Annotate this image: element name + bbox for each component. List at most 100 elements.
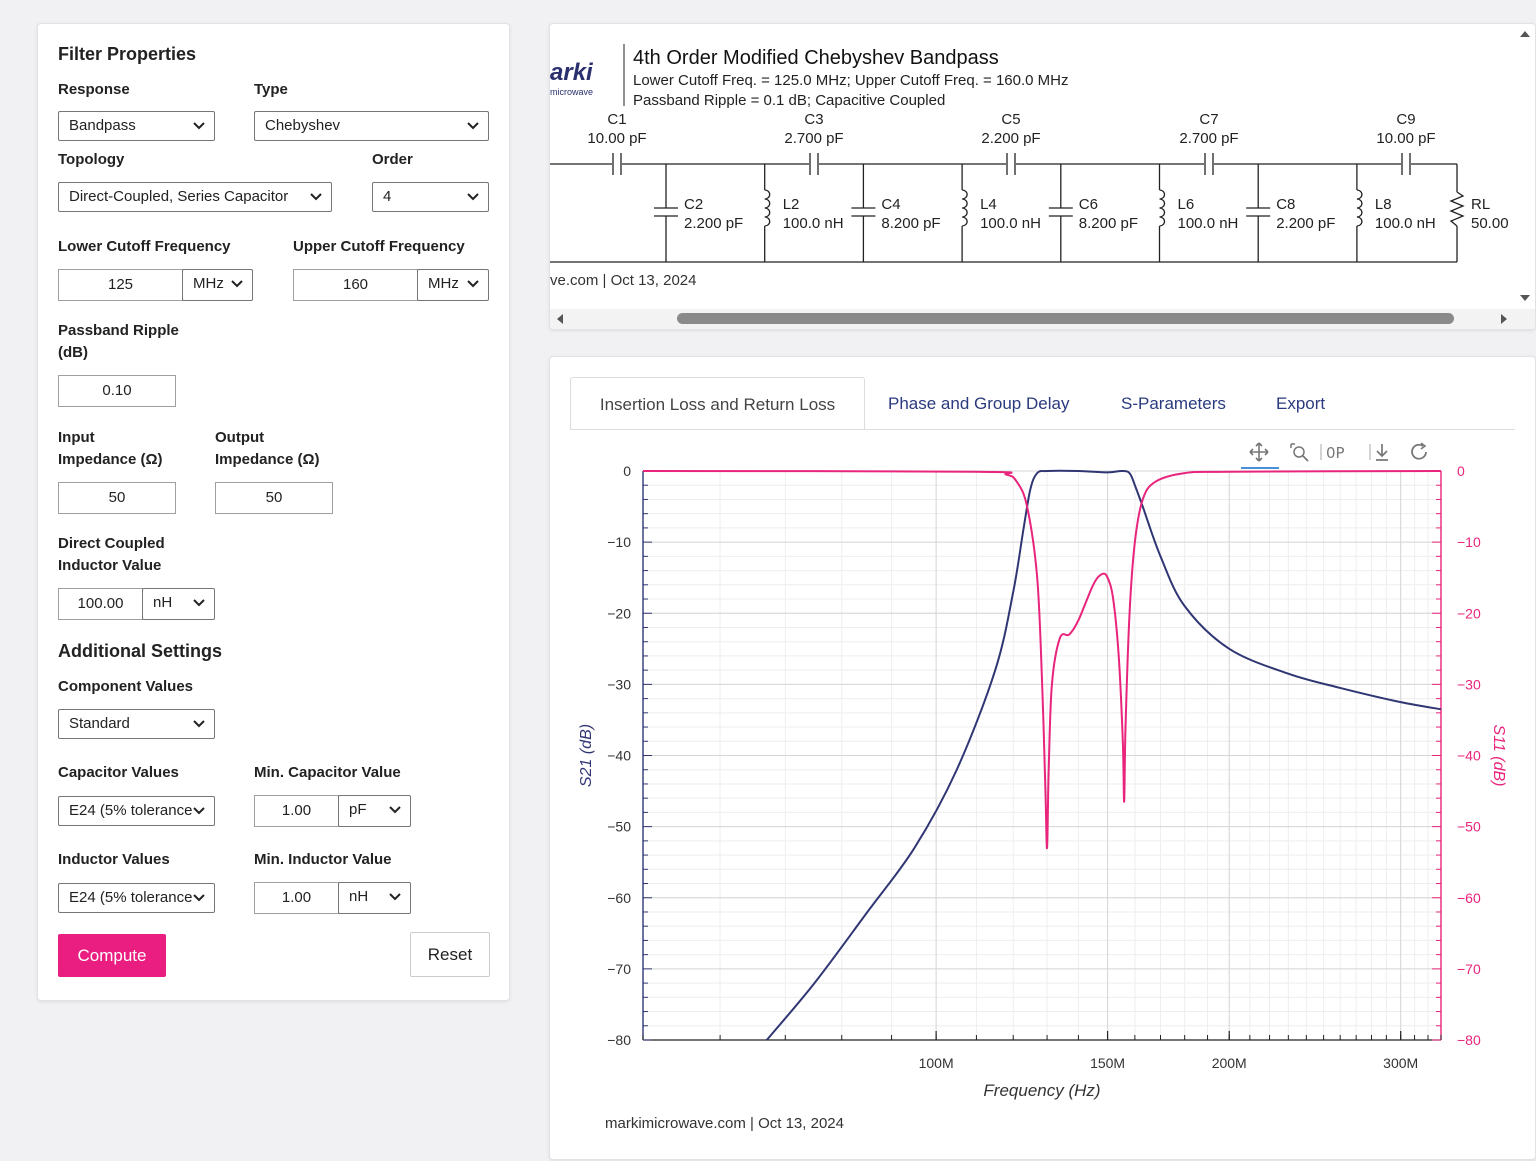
tab-phase-group-delay[interactable]: Phase and Group Delay: [888, 394, 1070, 413]
series-capacitor-value: 2.700 pF: [1179, 130, 1238, 147]
inductor-values-value: E24 (5% tolerance): [69, 889, 198, 906]
tab-s-parameters[interactable]: S-Parameters: [1121, 394, 1226, 413]
schematic-title: 4th Order Modified Chebyshev Bandpass: [633, 47, 999, 69]
order-value: 4: [383, 188, 392, 205]
dc-inductor-unit-select[interactable]: nH: [142, 588, 215, 620]
chevron-down-icon: [467, 280, 479, 288]
reset-icon[interactable]: [1408, 441, 1430, 463]
lower-cutoff-input[interactable]: 125: [58, 269, 183, 301]
scroll-right-icon[interactable]: [1498, 313, 1510, 325]
series-capacitor-name: C1: [607, 111, 626, 128]
schematic-footer: ve.com | Oct 13, 2024: [550, 272, 696, 289]
compute-button[interactable]: Compute: [58, 934, 166, 977]
output-impedance-input[interactable]: 50: [215, 482, 333, 514]
capacitor-values-select[interactable]: E24 (5% tolerance): [58, 796, 215, 826]
scroll-down-icon[interactable]: [1519, 292, 1531, 304]
shunt-component-name: C8: [1276, 196, 1295, 213]
shunt-inductor-L4-coil: [962, 189, 968, 227]
min-inductor-unit: nH: [349, 888, 369, 905]
dc-inductor-label: Direct Coupled Inductor Value: [58, 533, 165, 577]
upper-cutoff-unit-select[interactable]: MHz: [417, 269, 489, 301]
min-inductor-input[interactable]: 1.00: [254, 882, 339, 914]
component-values-value: Standard: [69, 715, 130, 732]
type-value: Chebyshev: [265, 117, 341, 134]
lower-cutoff-unit-select[interactable]: MHz: [182, 269, 253, 301]
lower-cutoff-label: Lower Cutoff Frequency: [58, 238, 231, 255]
input-impedance-input[interactable]: 50: [58, 482, 176, 514]
zoom-box-icon[interactable]: [1288, 441, 1310, 463]
y-tick-label: −20: [607, 605, 631, 621]
x-axis-label: Frequency (Hz): [983, 1081, 1100, 1100]
horizontal-scrollbar[interactable]: [550, 309, 1535, 329]
s11-series-line: [643, 470, 1441, 849]
tab-insertion-return-loss[interactable]: Insertion Loss and Return Loss: [570, 377, 865, 430]
shunt-component-name: L8: [1375, 196, 1392, 213]
additional-settings-heading: Additional Settings: [58, 641, 222, 661]
reset-button[interactable]: Reset: [410, 932, 490, 977]
tab-divider: [570, 429, 1515, 430]
capacitor-values-label: Capacitor Values: [58, 764, 179, 781]
y-axis-label: S21 (dB): [578, 724, 595, 787]
chevron-down-icon: [389, 893, 401, 901]
dc-inductor-label-line2: Inductor Value: [58, 557, 162, 574]
scroll-left-icon[interactable]: [554, 313, 566, 325]
min-inductor-unit-select[interactable]: nH: [338, 882, 411, 914]
zoom-icon[interactable]: 0P: [1318, 441, 1352, 463]
scrollbar-thumb[interactable]: [677, 313, 1454, 324]
type-label: Type: [254, 81, 288, 98]
series-capacitor-value: 2.200 pF: [981, 130, 1040, 147]
passband-ripple-label-line2: (dB): [58, 344, 88, 361]
y2-tick-label: −50: [1457, 819, 1481, 835]
response-select[interactable]: Bandpass: [58, 111, 215, 141]
passband-ripple-input[interactable]: 0.10: [58, 375, 176, 407]
y-tick-label: −10: [607, 534, 631, 550]
svg-text:0P: 0P: [1326, 444, 1345, 462]
min-capacitor-unit-select[interactable]: pF: [338, 795, 411, 827]
shunt-component-value: 2.200 pF: [1276, 215, 1335, 232]
pan-active-indicator: [1241, 467, 1279, 469]
vertical-scrollbar[interactable]: [1516, 24, 1535, 309]
pan-icon[interactable]: [1248, 441, 1270, 463]
shunt-component-value: 100.0 nH: [980, 215, 1041, 232]
shunt-component-name: C6: [1079, 196, 1098, 213]
input-impedance-label-line2: Impedance (Ω): [58, 451, 163, 468]
y-tick-label: −50: [607, 819, 631, 835]
y-tick-label: −30: [607, 676, 631, 692]
type-select[interactable]: Chebyshev: [254, 111, 489, 141]
logo-sub: microwave: [550, 87, 593, 97]
y2-tick-label: 0: [1457, 463, 1465, 479]
input-impedance-label: Input Impedance (Ω): [58, 427, 163, 471]
order-select[interactable]: 4: [372, 182, 489, 212]
plot-panel: Insertion Loss and Return Loss Phase and…: [549, 356, 1536, 1160]
plot-footer: markimicrowave.com | Oct 13, 2024: [605, 1115, 844, 1132]
chevron-down-icon: [193, 720, 205, 728]
lower-cutoff-unit: MHz: [193, 275, 224, 292]
insertion-return-loss-chart[interactable]: 100M 150M 200M 300M 0 0 −10 −10 −20 −20 −30 −30 −40 −…: [550, 457, 1535, 1157]
dc-inductor-label-line1: Direct Coupled: [58, 535, 165, 552]
chevron-down-icon: [193, 599, 205, 607]
topology-label: Topology: [58, 151, 125, 168]
component-values-select[interactable]: Standard: [58, 709, 215, 739]
upper-cutoff-input[interactable]: 160: [293, 269, 418, 301]
min-capacitor-input[interactable]: 1.00: [254, 795, 339, 827]
shunt-component-name: L4: [980, 196, 997, 213]
x-tick-label: 300M: [1383, 1055, 1418, 1071]
dc-inductor-input[interactable]: 100.00: [58, 588, 143, 620]
series-capacitor-value: 2.700 pF: [784, 130, 843, 147]
y2-tick-label: −30: [1457, 676, 1481, 692]
tab-export[interactable]: Export: [1276, 394, 1326, 413]
topology-value: Direct-Coupled, Series Capacitor: [69, 188, 289, 205]
shunt-component-value: 100.0 nH: [783, 215, 844, 232]
topology-select[interactable]: Direct-Coupled, Series Capacitor: [58, 182, 332, 212]
series-capacitor-value: 10.00 pF: [1376, 130, 1435, 147]
schematic-subtitle-line3: Passband Ripple = 0.1 dB; Capacitive Cou…: [633, 92, 945, 109]
inductor-values-select[interactable]: E24 (5% tolerance): [58, 883, 215, 913]
series-capacitor-value: 10.00 pF: [587, 130, 646, 147]
download-icon[interactable]: [1368, 441, 1394, 463]
y2-tick-label: −40: [1457, 748, 1481, 764]
load-resistor-zigzag: [1449, 191, 1465, 227]
passband-ripple-label-line1: Passband Ripple: [58, 322, 179, 339]
scroll-up-icon[interactable]: [1519, 28, 1531, 40]
shunt-component-value: 8.200 pF: [881, 215, 940, 232]
x-tick-label: 150M: [1090, 1055, 1125, 1071]
